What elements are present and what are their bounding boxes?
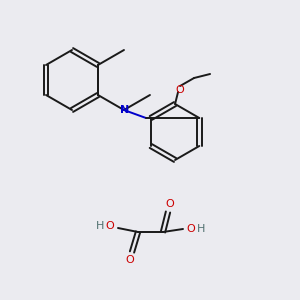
Text: O: O xyxy=(187,224,195,234)
Text: O: O xyxy=(126,255,134,265)
Text: O: O xyxy=(106,221,114,231)
Text: O: O xyxy=(166,199,174,209)
Text: O: O xyxy=(176,85,184,95)
Text: H: H xyxy=(197,224,205,234)
Text: N: N xyxy=(120,105,130,115)
Text: H: H xyxy=(96,221,104,231)
